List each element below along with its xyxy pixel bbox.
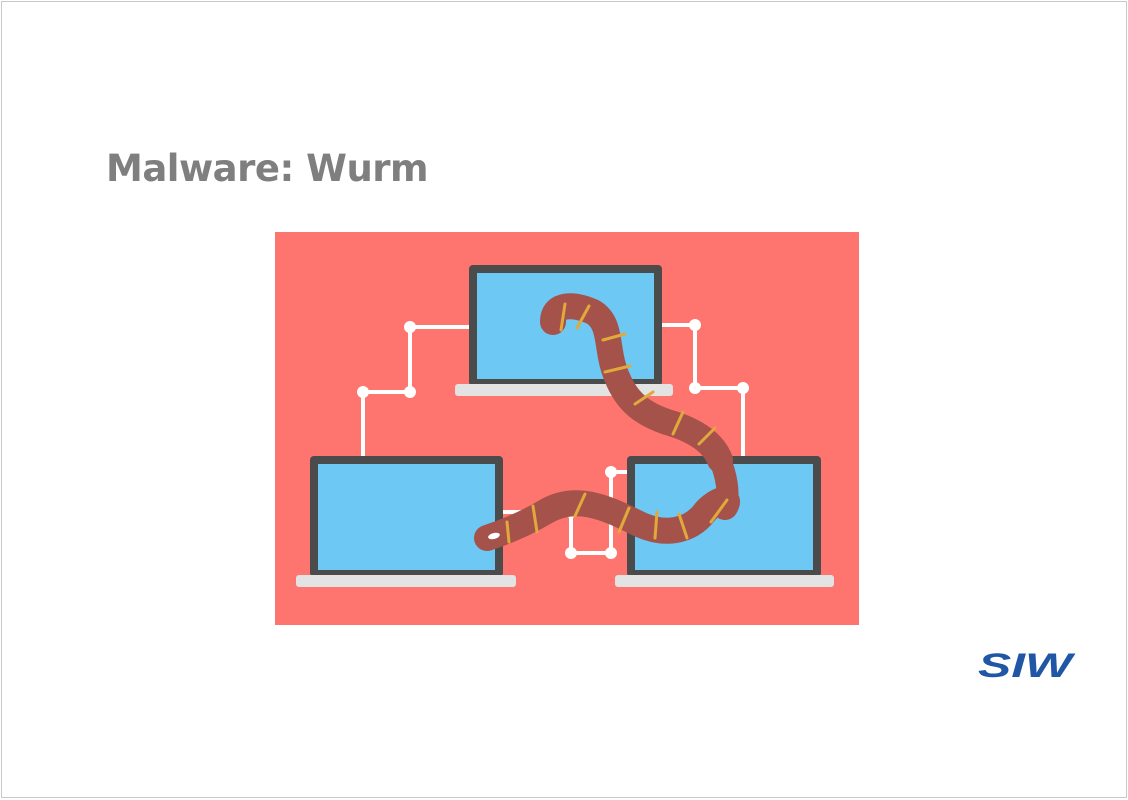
slide-title: Malware: Wurm bbox=[106, 147, 429, 190]
laptop-left bbox=[296, 456, 516, 587]
worm-network-illustration bbox=[275, 232, 859, 625]
logo-text: SIW bbox=[978, 647, 1076, 681]
worm bbox=[474, 293, 740, 551]
siw-logo: SIW bbox=[978, 647, 1076, 681]
laptop-top bbox=[455, 265, 673, 396]
